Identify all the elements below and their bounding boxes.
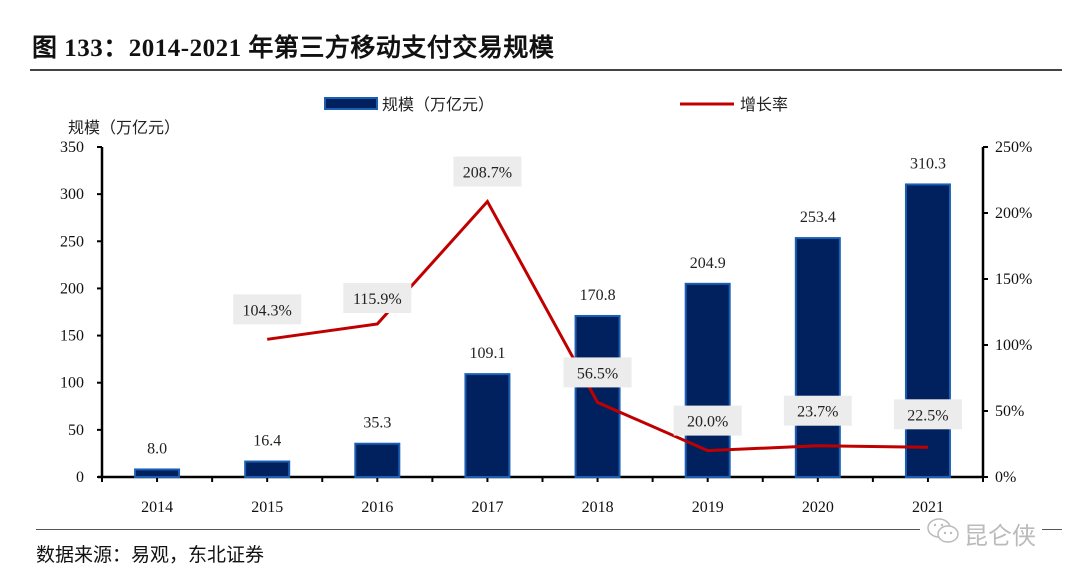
x-axis-tick-label: 2017 (471, 499, 503, 516)
bar-2021 (904, 183, 951, 478)
bar-2015 (244, 460, 291, 478)
bar-value-label: 109.1 (469, 345, 505, 362)
bar-value-label: 204.9 (690, 255, 726, 272)
right-axis-tick-label: 0% (995, 469, 1016, 486)
growth-label-background (453, 156, 522, 187)
growth-value-label: 208.7% (463, 165, 512, 182)
wechat-icon (926, 517, 960, 551)
growth-value-label: 23.7% (797, 404, 838, 421)
bar-value-label: 170.8 (580, 287, 616, 304)
left-axis-tick-label: 0 (76, 469, 84, 486)
bar-value-label: 253.4 (800, 209, 836, 226)
growth-label-background (563, 357, 632, 388)
bar-2019 (684, 282, 731, 478)
title-divider (30, 69, 1062, 71)
growth-label-background (673, 405, 742, 436)
legend-label-line: 增长率 (740, 96, 788, 114)
bar-value-label: 8.0 (147, 440, 167, 457)
y-axis-title: 规模（万亿元） (68, 119, 180, 137)
legend-bar-swatch (324, 97, 378, 110)
bar-2018 (574, 314, 621, 478)
growth-label-background (783, 395, 852, 426)
bar-value-label: 310.3 (910, 155, 946, 172)
right-axis-tick-label: 50% (995, 403, 1024, 420)
bar-2020 (794, 237, 841, 478)
bar-2016 (354, 442, 401, 478)
footer-divider (36, 529, 1062, 530)
left-axis-tick-label: 350 (60, 139, 84, 156)
growth-label-background (343, 283, 412, 314)
growth-value-label: 22.5% (907, 407, 948, 424)
watermark: 昆仑侠 (920, 516, 1042, 551)
growth-value-label: 104.3% (243, 302, 292, 319)
left-axis-tick-label: 150 (60, 328, 84, 345)
bar-2014 (134, 468, 181, 479)
growth-label-background (893, 399, 962, 430)
x-axis-tick-label: 2014 (141, 499, 173, 516)
legend: 规模（万亿元） 增长率 (324, 96, 788, 114)
figure-title: 图 133：2014-2021 年第三方移动支付交易规模 (32, 35, 555, 62)
bar-value-label: 16.4 (253, 433, 281, 450)
x-axis-tick-label: 2020 (802, 499, 834, 516)
bar-value-label: 35.3 (363, 415, 391, 432)
right-axis-tick-label: 250% (995, 139, 1032, 156)
growth-value-label: 56.5% (577, 365, 618, 382)
x-axis-tick-label: 2018 (582, 499, 614, 516)
left-axis-tick-label: 300 (60, 186, 84, 203)
right-axis-tick-label: 150% (995, 271, 1032, 288)
watermark-text: 昆仑侠 (964, 522, 1036, 550)
left-axis-tick-label: 250 (60, 233, 84, 250)
left-axis-tick-label: 100 (60, 375, 84, 392)
right-axis-tick-label: 100% (995, 337, 1032, 354)
legend-label-bars: 规模（万亿元） (382, 96, 494, 114)
growth-rate-line (266, 198, 928, 453)
x-axis-tick-label: 2015 (251, 499, 283, 516)
growth-value-label: 115.9% (353, 291, 402, 308)
left-axis-tick-label: 50 (68, 422, 84, 439)
right-axis-tick-label: 200% (995, 205, 1032, 222)
source-note: 数据来源：易观，东北证券 (36, 545, 265, 566)
left-axis-tick-label: 200 (60, 280, 84, 297)
growth-label-background (233, 294, 302, 325)
x-axis-tick-label: 2019 (692, 499, 724, 516)
bar-2017 (464, 373, 511, 478)
x-axis-tick-label: 2021 (912, 499, 944, 516)
x-axis-tick-label: 2016 (361, 499, 393, 516)
growth-value-label: 20.0% (687, 414, 728, 431)
